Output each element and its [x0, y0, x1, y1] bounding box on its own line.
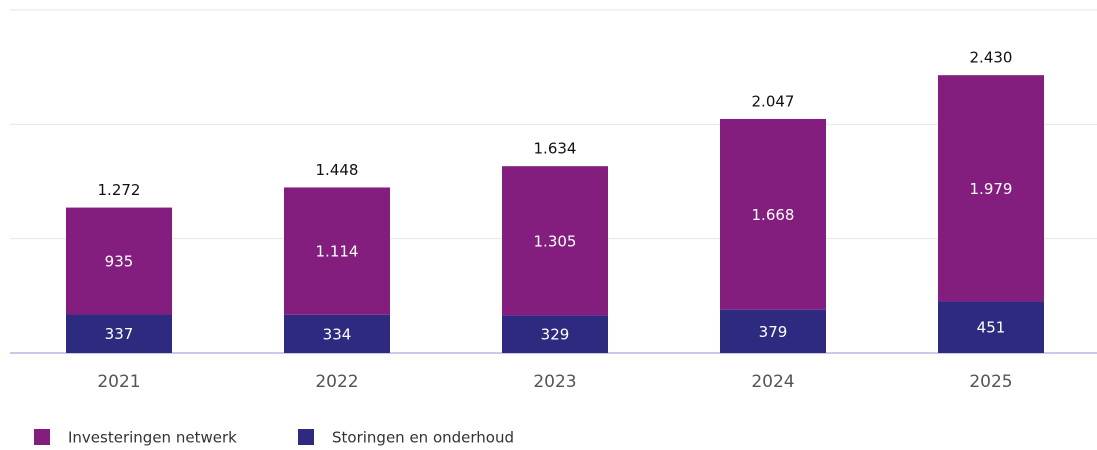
bar-segment — [720, 118, 826, 310]
value-label: 337 — [105, 325, 134, 343]
value-label: 1.114 — [316, 243, 359, 261]
total-label: 2.430 — [970, 49, 1013, 67]
x-tick-label: 2023 — [533, 372, 576, 392]
value-label: 379 — [759, 323, 788, 341]
value-label: 451 — [977, 319, 1006, 337]
legend-swatch — [298, 429, 314, 445]
total-label: 1.448 — [316, 161, 359, 179]
total-label: 1.272 — [98, 181, 141, 199]
bar-segment — [502, 166, 608, 316]
bar-segment — [938, 75, 1044, 302]
bar-segment — [284, 314, 390, 353]
value-label: 329 — [541, 326, 570, 344]
x-tick-label: 2024 — [751, 372, 794, 392]
value-label: 1.668 — [752, 206, 795, 224]
total-label: 1.634 — [534, 140, 577, 158]
bar-segment — [66, 207, 172, 315]
value-label: 334 — [323, 325, 352, 343]
value-label: 1.979 — [970, 180, 1013, 198]
bar-segment — [938, 301, 1044, 353]
x-tick-label: 2021 — [97, 372, 140, 392]
bar-segment — [720, 309, 826, 353]
value-label: 935 — [105, 253, 134, 271]
legend-label: Storingen en onderhoud — [332, 429, 514, 447]
x-tick-label: 2025 — [969, 372, 1012, 392]
bar-segment — [66, 314, 172, 353]
x-tick-label: 2022 — [315, 372, 358, 392]
legend-swatch — [34, 429, 50, 445]
total-label: 2.047 — [752, 92, 795, 110]
value-label: 1.305 — [534, 232, 577, 250]
legend-label: Investeringen netwerk — [68, 429, 237, 447]
bar-segment — [284, 187, 390, 315]
bar-segment — [502, 315, 608, 353]
